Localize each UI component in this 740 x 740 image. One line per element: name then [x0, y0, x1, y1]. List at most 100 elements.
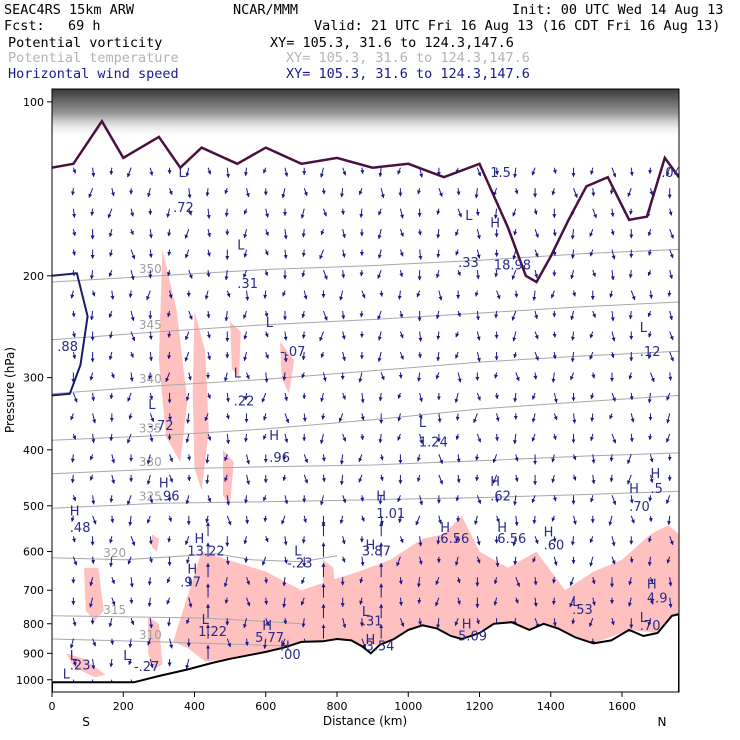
wind-arrow [493, 577, 498, 585]
extremum-label: L [237, 238, 245, 253]
extremum-label: -.27 [134, 660, 159, 675]
wind-arrow [265, 351, 269, 359]
wind-arrow [149, 167, 154, 176]
wind-arrow [647, 536, 652, 543]
wind-arrow [188, 577, 192, 587]
wind-arrow [609, 454, 614, 462]
wind-arrow [244, 556, 249, 564]
field-xy-theta: XY= 105.3, 31.6 to 124.3,147.6 [286, 50, 530, 66]
wind-arrow [551, 515, 556, 522]
extremum-label: H [376, 490, 386, 505]
extremum-label: L [572, 595, 580, 610]
wind-arrow [438, 474, 444, 485]
y-tick-label: 300 [23, 372, 44, 385]
wind-arrow [339, 290, 344, 301]
wind-arrow [474, 515, 479, 525]
wind-arrow [185, 495, 190, 505]
wind-arrow [588, 617, 594, 627]
wind-arrow [109, 249, 113, 257]
wind-arrow [130, 351, 134, 358]
wind-arrow [551, 454, 556, 463]
extremum-label: .62 [490, 490, 511, 505]
init-time: Init: 00 UTC Wed 14 Aug 13 [512, 2, 724, 18]
wind-arrow [168, 188, 173, 196]
wind-arrow [167, 331, 172, 338]
extremum-label: .04 [661, 166, 682, 181]
wind-arrow [265, 208, 269, 218]
wind-arrow [340, 208, 345, 215]
wind-arrow [533, 372, 538, 380]
wind-arrow [379, 454, 384, 461]
wind-arrow [534, 331, 539, 340]
wind-arrow [223, 577, 228, 588]
wind-arrow [244, 167, 248, 177]
wind-arrow [511, 310, 517, 321]
wind-arrow [244, 638, 249, 646]
extremum-label: L [70, 649, 78, 664]
wind-arrow [456, 454, 461, 463]
pv-region [223, 449, 234, 506]
wind-arrow [89, 372, 94, 381]
wind-arrow [69, 638, 74, 649]
extremum-label: -.23 [287, 557, 312, 572]
wind-arrow [457, 208, 462, 218]
wind-arrows [69, 167, 674, 690]
wind-arrow [668, 577, 673, 587]
wind-arrow [205, 474, 210, 485]
wind-arrow [454, 617, 459, 626]
wind-arrow [512, 536, 517, 547]
extremum-label: H [366, 539, 376, 554]
wind-arrow [628, 372, 633, 380]
wind-arrow [167, 269, 171, 277]
wind-arrow [185, 249, 190, 259]
wind-arrow [205, 188, 210, 197]
wind-arrow [611, 433, 617, 444]
wind-arrow [668, 372, 673, 381]
wind-arrow [551, 372, 556, 383]
wind-arrow [648, 167, 653, 175]
x-tick-label: 1200 [466, 700, 494, 713]
wind-arrow [552, 351, 557, 360]
pv-contour-left [52, 272, 89, 397]
wind-arrow [667, 290, 672, 297]
wind-arrow [492, 474, 498, 484]
wind-arrow [455, 495, 460, 502]
wind-arrow [572, 474, 577, 481]
wind-arrow [570, 351, 575, 363]
wind-arrow [398, 372, 403, 379]
wind-arrow [399, 331, 404, 339]
extremum-label: L [640, 611, 648, 626]
wind-arrow [110, 515, 115, 524]
wind-arrow [149, 433, 154, 443]
wind-arrow [377, 249, 382, 259]
wind-arrow [72, 556, 78, 566]
wind-arrow [130, 228, 134, 236]
wind-arrow [128, 515, 133, 527]
wind-arrow [476, 433, 482, 443]
wind-arrow [378, 208, 382, 216]
wind-arrow [417, 229, 422, 236]
terrain [52, 613, 679, 692]
wind-arrow [148, 331, 153, 340]
y-tick-label: 100 [23, 96, 44, 109]
wind-arrow [648, 331, 652, 338]
wind-arrow [534, 310, 539, 320]
wind-arrow [146, 454, 151, 465]
extremum-label: L [234, 367, 242, 382]
wind-arrow [669, 331, 674, 341]
wind-arrow [360, 495, 365, 502]
wind-arrow [282, 454, 287, 461]
wind-arrow [126, 167, 132, 178]
wind-arrow [320, 495, 324, 506]
wind-arrow [322, 310, 328, 321]
extremum-label: 4.9 [647, 592, 668, 607]
wind-arrow [340, 188, 345, 198]
wind-arrow [127, 556, 132, 565]
wind-arrow [187, 454, 192, 461]
wind-arrow [246, 577, 250, 586]
wind-arrow [533, 208, 538, 215]
wind-arrow [72, 229, 77, 237]
wind-arrow [669, 249, 674, 259]
wind-arrow [610, 351, 615, 359]
wind-arrow [359, 270, 364, 277]
